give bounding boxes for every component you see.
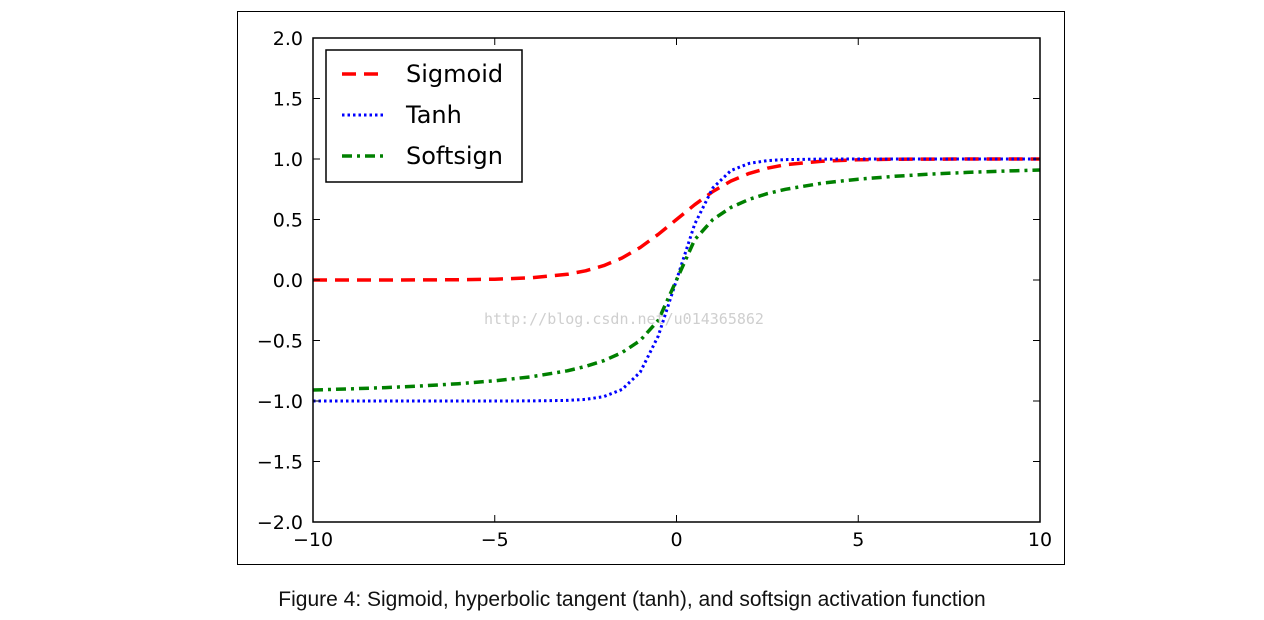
x-tick-label: −10	[293, 529, 333, 551]
y-tick-label: 0.5	[273, 210, 303, 232]
series-line-sigmoid	[313, 157, 1040, 282]
legend-label-softsign: Softsign	[406, 142, 503, 170]
x-tick-label: 5	[852, 529, 864, 551]
y-tick-label: 2.0	[273, 28, 303, 50]
y-tick-label: 1.5	[273, 89, 303, 111]
legend-label-tanh: Tanh	[405, 101, 462, 129]
line-chart: −10 −5 0 5 10 2.0 1.5 1.0 0.5 0.0 −0.5 −1.0 −1.5 −2.0…	[257, 28, 1052, 551]
y-tick-label: −1.5	[257, 452, 303, 474]
series-line-softsign	[313, 168, 1040, 392]
legend-label-sigmoid: Sigmoid	[406, 60, 503, 88]
watermark-text: http://blog.csdn.net/u014365862	[484, 310, 764, 328]
figure-caption: Figure 4: Sigmoid, hyperbolic tangent (t…	[278, 588, 986, 611]
y-tick-label: −2.0	[257, 512, 303, 534]
x-tick-label: 10	[1028, 529, 1052, 551]
y-tick-label: 0.0	[273, 270, 303, 292]
y-tick-label: 1.0	[273, 149, 303, 171]
figure-frame: −10 −5 0 5 10 2.0 1.5 1.0 0.5 0.0 −0.5 −1.0 −1.5 −2.0…	[237, 11, 1065, 565]
x-tick-label: 0	[670, 529, 682, 551]
y-tick-label: −0.5	[257, 331, 303, 353]
y-tick-label: −1.0	[257, 391, 303, 413]
x-tick-label: −5	[481, 529, 509, 551]
